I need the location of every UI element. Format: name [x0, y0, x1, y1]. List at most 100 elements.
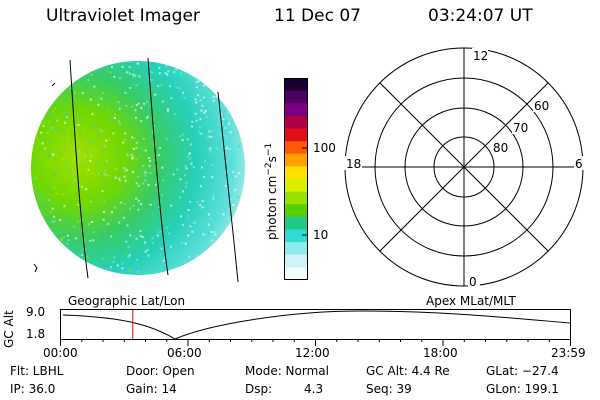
image-speckle — [137, 208, 140, 211]
image-speckle — [77, 123, 80, 126]
image-speckle — [142, 174, 144, 176]
image-speckle — [162, 259, 165, 262]
image-speckle — [84, 92, 87, 95]
image-speckle — [169, 104, 172, 107]
image-speckle — [150, 79, 153, 82]
image-speckle — [66, 123, 69, 126]
image-speckle — [168, 232, 171, 235]
image-speckle — [60, 237, 63, 240]
image-speckle — [63, 117, 66, 120]
image-speckle — [170, 97, 173, 100]
image-speckle — [42, 189, 45, 192]
image-speckle — [165, 138, 168, 141]
image-speckle — [189, 143, 192, 146]
observation-date: 11 Dec 07 — [274, 6, 361, 26]
image-speckle — [149, 71, 152, 73]
image-speckle — [106, 69, 108, 72]
timeline-frame — [60, 309, 571, 340]
image-speckle — [60, 231, 63, 234]
image-speckle — [141, 263, 144, 266]
image-speckle — [92, 239, 95, 242]
image-speckle — [210, 231, 213, 234]
image-speckle — [210, 130, 213, 133]
image-speckle — [128, 66, 131, 69]
colorbar-segment — [284, 115, 308, 130]
image-speckle — [225, 138, 228, 141]
image-speckle — [207, 232, 210, 235]
image-speckle — [81, 117, 84, 120]
image-speckle — [171, 217, 174, 220]
image-speckle — [156, 234, 159, 237]
filter-info: Flt: LBHL — [10, 364, 64, 378]
image-speckle — [215, 196, 217, 199]
image-speckle — [68, 196, 71, 199]
image-speckle — [147, 184, 150, 186]
image-speckle — [107, 138, 110, 141]
image-speckle — [89, 160, 92, 162]
altitude-curve — [62, 310, 571, 340]
image-speckle — [204, 109, 207, 112]
image-speckle — [193, 221, 196, 224]
lat-label-60: 60 — [534, 99, 549, 113]
image-speckle — [48, 120, 51, 123]
image-speckle — [184, 234, 187, 237]
image-speckle — [127, 255, 130, 258]
image-speckle — [78, 150, 80, 153]
alt-high-label: 9.0 — [26, 305, 46, 319]
image-speckle — [153, 124, 155, 127]
colorbar-segment — [284, 153, 308, 167]
image-speckle — [76, 156, 79, 159]
dsp-value: 4.3 — [304, 382, 324, 396]
image-speckle — [154, 128, 157, 131]
image-speckle — [81, 185, 84, 188]
image-speckle — [107, 196, 110, 198]
image-speckle — [88, 83, 91, 86]
image-speckle — [155, 270, 157, 273]
image-speckle — [87, 223, 90, 226]
image-speckle — [89, 98, 92, 101]
image-speckle — [195, 81, 198, 84]
image-speckle — [196, 255, 199, 257]
image-speckle — [109, 241, 112, 244]
image-speckle — [166, 173, 169, 176]
image-speckle — [229, 131, 232, 134]
image-speckle — [169, 85, 171, 88]
image-speckle — [41, 198, 44, 201]
image-speckle — [149, 172, 152, 175]
image-speckle — [238, 204, 241, 207]
image-speckle — [131, 136, 133, 139]
image-speckle — [72, 132, 75, 135]
image-speckle — [113, 75, 116, 78]
image-speckle — [90, 200, 93, 203]
image-speckle — [175, 86, 178, 89]
earth-disk — [31, 61, 245, 275]
image-speckle — [194, 116, 197, 119]
image-speckle — [48, 199, 50, 202]
colorbar-segment — [284, 191, 308, 205]
image-speckle — [35, 193, 38, 196]
image-speckle — [85, 133, 88, 136]
image-speckle — [52, 111, 55, 113]
time-tick-1200: 12:00 — [295, 346, 330, 360]
image-speckle — [179, 72, 182, 75]
image-speckle — [105, 109, 107, 112]
image-speckle — [63, 236, 65, 239]
image-speckle — [161, 166, 164, 169]
image-speckle — [208, 130, 211, 133]
image-speckle — [201, 199, 204, 202]
image-speckle — [151, 237, 154, 240]
image-speckle — [121, 65, 124, 68]
image-speckle — [74, 178, 76, 181]
image-speckle — [53, 220, 56, 223]
image-speckle — [40, 131, 43, 134]
mlt-label-18: 18 — [346, 157, 361, 171]
image-speckle — [209, 150, 212, 153]
image-speckle — [198, 186, 201, 189]
image-speckle — [55, 192, 58, 195]
colorbar-tick-10: 10 — [313, 228, 329, 242]
image-speckle — [88, 251, 91, 254]
image-speckle — [126, 153, 129, 156]
image-speckle — [146, 115, 149, 118]
colorbar-segment — [284, 78, 308, 92]
image-speckle — [162, 179, 165, 182]
